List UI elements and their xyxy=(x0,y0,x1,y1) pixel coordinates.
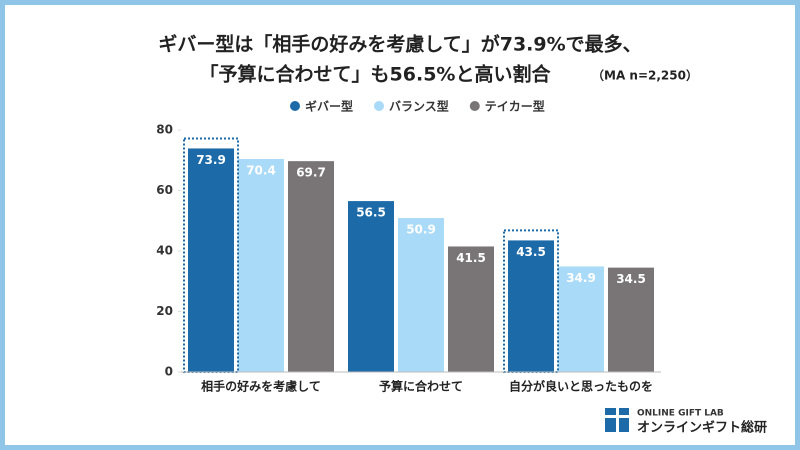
chart-note: （MA n=2,250） xyxy=(592,68,698,83)
data-label: 56.5 xyxy=(356,206,386,220)
y-tick-label: 80 xyxy=(156,123,173,137)
legend-marker xyxy=(374,101,385,111)
bar xyxy=(288,161,334,372)
data-label: 50.9 xyxy=(406,223,436,237)
data-label: 34.9 xyxy=(566,271,596,285)
y-tick-label: 60 xyxy=(156,183,173,197)
bar xyxy=(448,246,494,372)
bar xyxy=(238,159,284,372)
chart-title: ギバー型は「相手の好みを考慮して」が73.9%で最多、 xyxy=(158,33,641,56)
y-tick-label: 40 xyxy=(156,244,173,258)
logo-text: ONLINE GIFT LAB xyxy=(637,409,724,419)
legend-label: バランス型 xyxy=(389,99,449,114)
bar xyxy=(558,266,604,372)
chart-subtitle: 「予算に合わせて」も56.5%と高い割合 xyxy=(200,63,552,86)
data-label: 70.4 xyxy=(246,164,276,178)
y-tick-label: 0 xyxy=(165,365,173,379)
x-tick-label: 自分が良いと思ったものを xyxy=(509,379,653,394)
legend-marker xyxy=(469,101,480,111)
x-tick-label: 予算に合わせて xyxy=(379,379,463,394)
data-label: 41.5 xyxy=(456,251,486,265)
chart: ギバー型は「相手の好みを考慮して」が73.9%で最多、 「予算に合わせて」も56… xyxy=(156,33,767,436)
legend-label: ギバー型 xyxy=(305,99,353,114)
bar xyxy=(348,201,394,372)
y-tick-label: 20 xyxy=(156,304,173,318)
data-label: 34.5 xyxy=(616,272,646,286)
bar xyxy=(608,267,654,372)
logo-ribbon xyxy=(605,415,629,418)
logo-ribbon xyxy=(616,408,619,432)
bar xyxy=(398,218,444,372)
highlight-box xyxy=(503,229,559,373)
logo-text: オンラインギフト総研 xyxy=(637,420,767,436)
bar xyxy=(188,148,234,372)
x-tick-label: 相手の好みを考慮して xyxy=(201,379,321,394)
bar xyxy=(508,240,554,372)
data-label: 69.7 xyxy=(296,166,326,180)
logo: ONLINE GIFT LAB オンラインギフト総研 xyxy=(605,408,767,436)
data-label: 43.5 xyxy=(516,245,546,259)
data-label: 73.9 xyxy=(196,153,226,167)
legend-marker xyxy=(290,101,300,111)
legend-label: テイカー型 xyxy=(485,99,545,114)
